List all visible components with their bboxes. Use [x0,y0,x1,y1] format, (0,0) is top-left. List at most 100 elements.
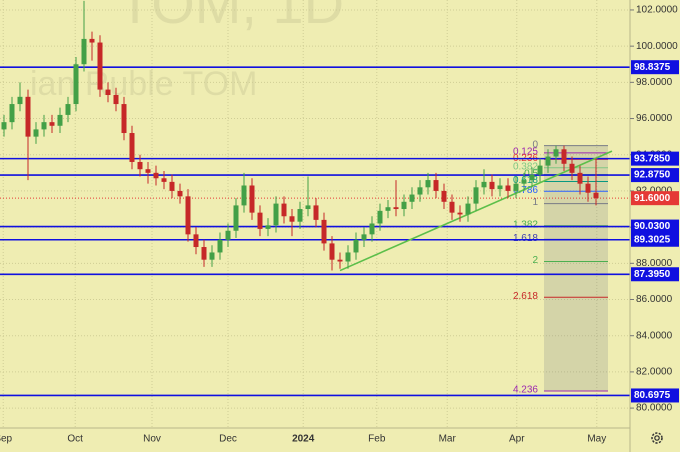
candle-body [337,259,343,262]
candle-body [265,225,271,229]
x-tick-label: Mar [439,434,457,445]
y-tick-label: 82.0000 [636,367,673,378]
candle-body [257,212,263,229]
level-label: 98.8375 [634,62,671,73]
level-tag [631,151,679,166]
candle-body [313,205,319,220]
candle-body [81,38,87,65]
candle-body [209,252,215,260]
watermark: TOM, 1D [118,0,344,35]
fib-label: 2 [532,255,538,266]
level-tag [631,60,679,75]
candle-body [161,178,167,182]
candle-body [193,234,199,248]
candle-body [481,181,487,188]
candle-body [273,203,279,226]
candle-body [137,161,143,170]
candle-body [401,201,407,210]
candle-body [553,149,559,157]
candle-body [241,185,247,206]
y-tick-label: 100.0000 [636,41,678,52]
candle-body [529,174,535,181]
y-tick-label: 86.0000 [636,294,673,305]
candle-body [497,185,503,190]
fib-label: 1.618 [513,233,538,244]
candle-body [433,180,439,191]
fib-label: 0.382 [513,161,538,172]
candle-body [489,181,495,190]
candle-body [65,104,71,115]
candle-body [377,210,383,224]
candle-body [129,133,135,162]
fib-label: 0.5 [524,168,538,179]
candle-body [441,190,447,202]
x-tick-label: Apr [509,434,525,445]
candle-body [201,247,207,260]
candle-body [393,207,399,210]
candle-body [145,169,151,173]
x-tick-label: Sep [0,434,13,445]
candle-body [369,223,375,235]
candle-body [281,203,287,217]
candle-body [305,205,311,210]
candle-body [169,181,175,191]
candle-body [41,122,47,130]
fib-label: 2.618 [513,291,538,302]
candle-body [593,192,599,199]
candle-body [233,205,239,231]
candle-body [297,209,303,222]
y-tick-label: 96.0000 [636,113,673,124]
level-label: 80.6975 [634,390,671,401]
candle-body [417,187,423,195]
candle-body [289,216,295,222]
candle-body [345,252,351,262]
candle-body [473,187,479,204]
candle-body [113,95,119,105]
x-tick-label: Oct [67,434,83,445]
level-label: 91.6000 [634,193,671,204]
candle-body [185,196,191,235]
candle-body [409,194,415,202]
candle-body [353,239,359,253]
candle-body [105,89,111,96]
x-tick-label: 2024 [292,434,315,445]
candle-body [89,38,95,43]
candle-body [449,201,455,213]
level-tag [631,388,679,403]
level-tag [631,191,679,206]
candle-body [217,239,223,253]
fib-zone [544,145,608,391]
level-tag [631,267,679,282]
fib-label: 1.382 [513,219,538,230]
y-tick-label: 98.0000 [636,77,673,88]
fib-label: 1 [532,197,538,208]
candle-body [361,234,367,240]
fib-label: 0 [532,139,538,150]
candle-body [17,96,23,105]
candle-body [585,183,591,193]
candle-body [457,212,463,215]
x-tick-label: Dec [219,434,237,445]
candle-body [249,185,255,213]
candle-body [97,42,103,90]
candle-body [25,96,31,137]
candle-body [329,243,335,260]
candle-body [225,230,231,240]
x-tick-label: May [587,434,606,445]
y-tick-label: 102.0000 [636,5,678,16]
fib-label: 4.236 [513,385,538,396]
candle-body [153,172,159,179]
candle-body [561,149,567,164]
candle-body [321,219,327,244]
candle-body [569,163,575,173]
candle-body [505,185,511,191]
level-tag [631,168,679,183]
settings-icon[interactable] [651,432,663,444]
candle-body [57,114,63,126]
candle-body [545,156,551,166]
candle-body [177,190,183,197]
candle-body [465,203,471,215]
fib-label: 0.786 [513,185,538,196]
watermark: ian Ruble TOM [30,65,257,103]
candle-body [521,180,527,184]
